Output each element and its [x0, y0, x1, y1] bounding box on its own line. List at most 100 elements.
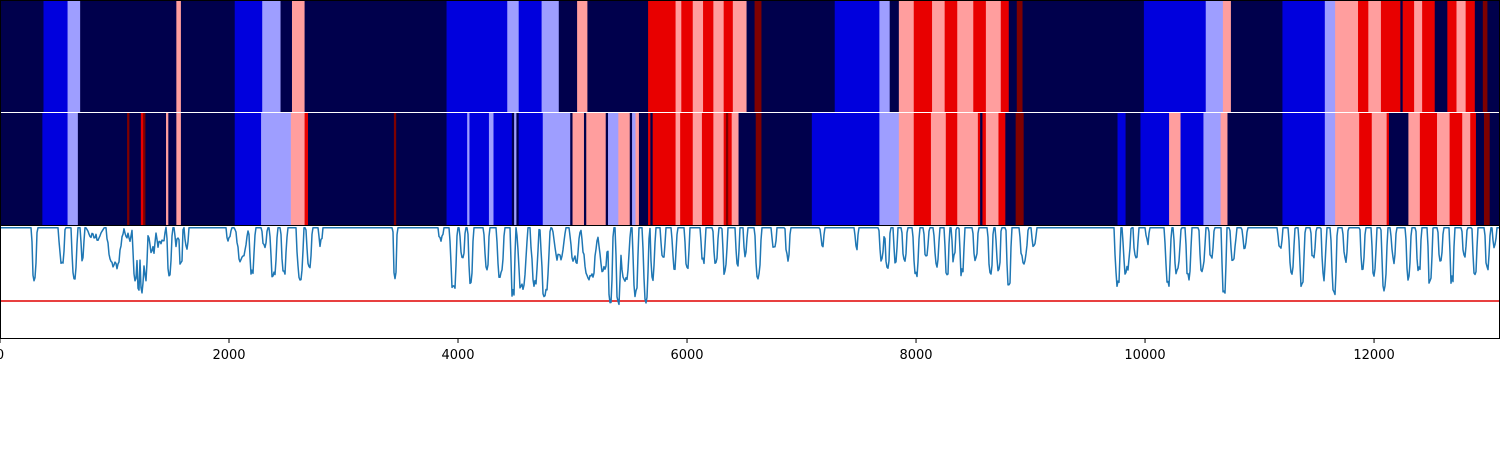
track-segment: [180, 113, 236, 225]
track-segment: [180, 0, 236, 112]
track-segment: [1222, 0, 1232, 112]
track-segment: [898, 113, 915, 225]
track-segment: [608, 113, 619, 225]
track-segment: [262, 0, 281, 112]
track-segment: [680, 113, 694, 225]
track-segment: [493, 113, 513, 225]
x-tick-label: 12000: [1353, 348, 1394, 363]
track-segment: [1386, 113, 1390, 225]
track-segment: [913, 113, 932, 225]
track-segment: [945, 113, 958, 225]
track-segment: [635, 113, 640, 225]
track-segment: [127, 113, 130, 225]
track-segment: [290, 113, 305, 225]
track-segment: [393, 113, 397, 225]
track-segment: [755, 113, 762, 225]
track-segment: [761, 113, 813, 225]
line-panel: [0, 226, 1500, 306]
track-segment: [648, 113, 651, 225]
track-segment: [605, 113, 609, 225]
track-segment: [234, 0, 263, 112]
track-segment: [1324, 0, 1336, 112]
track-segment: [811, 113, 880, 225]
track-segment: [692, 0, 704, 112]
track-segment: [1230, 0, 1283, 112]
track-2: [0, 113, 1500, 225]
track-segment: [1422, 0, 1436, 112]
track-segment: [1368, 0, 1382, 112]
track-segment: [446, 0, 508, 112]
track-segment: [675, 113, 681, 225]
track-segment: [977, 113, 981, 225]
track-segment: [985, 113, 999, 225]
track-segment: [280, 0, 293, 112]
track-segment: [577, 0, 588, 112]
track-segment: [1437, 113, 1451, 225]
track-segment: [731, 113, 739, 225]
track-segment: [957, 0, 974, 112]
track-segment: [746, 0, 755, 112]
track-segment: [1169, 113, 1181, 225]
track-segment: [1140, 113, 1170, 225]
track-segment: [1023, 113, 1118, 225]
track-segment: [143, 113, 146, 225]
x-tick-label: 10000: [1124, 348, 1165, 363]
track-segment: [932, 0, 946, 112]
track-segment: [650, 113, 654, 225]
track-segment: [754, 0, 762, 112]
track-segment: [713, 113, 725, 225]
track-segment: [998, 113, 1006, 225]
track-segment: [1282, 0, 1326, 112]
x-tick-label: 6000: [670, 348, 703, 363]
x-tick-label: 0: [0, 348, 4, 363]
track-segment: [985, 0, 1002, 112]
x-tick-label: 4000: [441, 348, 474, 363]
track-segment: [1282, 113, 1326, 225]
track-segment: [1016, 0, 1023, 112]
track-segment: [1482, 0, 1488, 112]
track-segment: [261, 113, 292, 225]
track-segment: [42, 113, 68, 225]
track-segment: [1205, 0, 1224, 112]
track-segment: [1324, 113, 1336, 225]
track-segment: [1220, 113, 1228, 225]
track-segment: [1434, 0, 1448, 112]
track-segment: [0, 0, 44, 112]
track-segment: [692, 113, 703, 225]
track-segment: [703, 0, 714, 112]
track-segment: [930, 113, 947, 225]
track-segment: [652, 113, 676, 225]
track-segment: [1143, 0, 1207, 112]
track-segment: [583, 113, 587, 225]
track-segment: [632, 113, 636, 225]
track-segment: [166, 113, 169, 225]
track-segment: [1000, 0, 1010, 112]
track-segment: [723, 0, 734, 112]
track-segment: [291, 0, 305, 112]
track-segment: [511, 113, 515, 225]
track-segment: [1447, 0, 1457, 112]
track-segment: [738, 113, 757, 225]
track-segment: [0, 113, 43, 225]
track-segment: [304, 0, 447, 112]
track-segment: [43, 0, 68, 112]
track-segment: [1388, 113, 1409, 225]
track-segment: [469, 113, 490, 225]
track-segment: [518, 0, 542, 112]
track-segment: [129, 113, 142, 225]
track-segment: [1180, 113, 1204, 225]
track-segment: [587, 0, 649, 112]
track-segment: [1465, 0, 1476, 112]
track-segment: [732, 0, 747, 112]
track-segment: [1005, 113, 1017, 225]
track-segment: [913, 0, 933, 112]
track-segment: [728, 113, 733, 225]
x-tick-label: 2000: [212, 348, 245, 363]
track-1: [0, 0, 1500, 112]
x-axis: 0 2000 4000 6000 8000 10000 12000: [0, 338, 1395, 363]
track-segment: [879, 113, 900, 225]
track-segment: [1402, 0, 1415, 112]
track-segment: [638, 113, 649, 225]
track-segment: [467, 113, 470, 225]
track-segment: [541, 0, 560, 112]
